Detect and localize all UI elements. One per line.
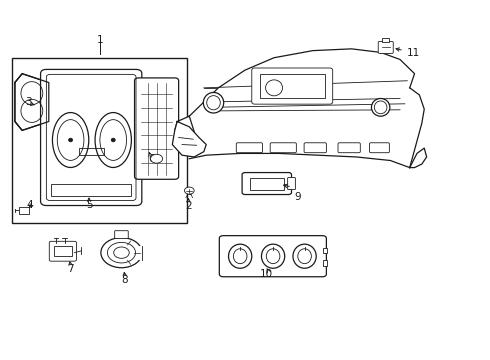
Bar — [79, 148, 103, 155]
Bar — [322, 260, 327, 266]
Polygon shape — [410, 148, 427, 168]
Text: 9: 9 — [294, 192, 301, 202]
Ellipse shape — [111, 138, 115, 142]
Ellipse shape — [262, 244, 285, 268]
Text: 2: 2 — [185, 201, 192, 211]
Ellipse shape — [52, 113, 89, 167]
Polygon shape — [175, 49, 424, 168]
FancyBboxPatch shape — [49, 241, 76, 261]
FancyBboxPatch shape — [41, 69, 142, 206]
FancyBboxPatch shape — [252, 68, 333, 104]
Bar — [260, 74, 325, 99]
Text: 4: 4 — [26, 200, 33, 210]
Ellipse shape — [101, 238, 142, 268]
FancyBboxPatch shape — [135, 78, 179, 179]
Polygon shape — [172, 122, 206, 157]
Bar — [322, 248, 327, 253]
Polygon shape — [15, 74, 49, 130]
Text: 7: 7 — [67, 264, 74, 274]
FancyBboxPatch shape — [242, 172, 292, 194]
Ellipse shape — [203, 93, 223, 113]
FancyBboxPatch shape — [288, 177, 295, 190]
Ellipse shape — [150, 154, 163, 163]
FancyBboxPatch shape — [220, 236, 326, 277]
Text: 8: 8 — [122, 275, 128, 285]
Ellipse shape — [95, 113, 131, 167]
Ellipse shape — [69, 138, 73, 142]
Text: 1: 1 — [97, 35, 103, 45]
Text: 11: 11 — [407, 49, 420, 58]
Ellipse shape — [293, 244, 316, 268]
Text: 6: 6 — [148, 154, 155, 164]
Bar — [12, 58, 187, 222]
Text: 3: 3 — [25, 97, 32, 107]
Text: 10: 10 — [260, 269, 273, 279]
Ellipse shape — [228, 244, 252, 268]
Ellipse shape — [371, 99, 390, 116]
Bar — [54, 246, 72, 256]
FancyBboxPatch shape — [115, 231, 128, 238]
Bar — [250, 177, 284, 190]
Ellipse shape — [184, 187, 194, 194]
FancyBboxPatch shape — [378, 41, 393, 54]
Text: 5: 5 — [86, 200, 92, 210]
Bar — [51, 184, 131, 196]
Bar — [19, 207, 29, 214]
Bar — [136, 246, 146, 260]
Bar — [382, 38, 390, 42]
